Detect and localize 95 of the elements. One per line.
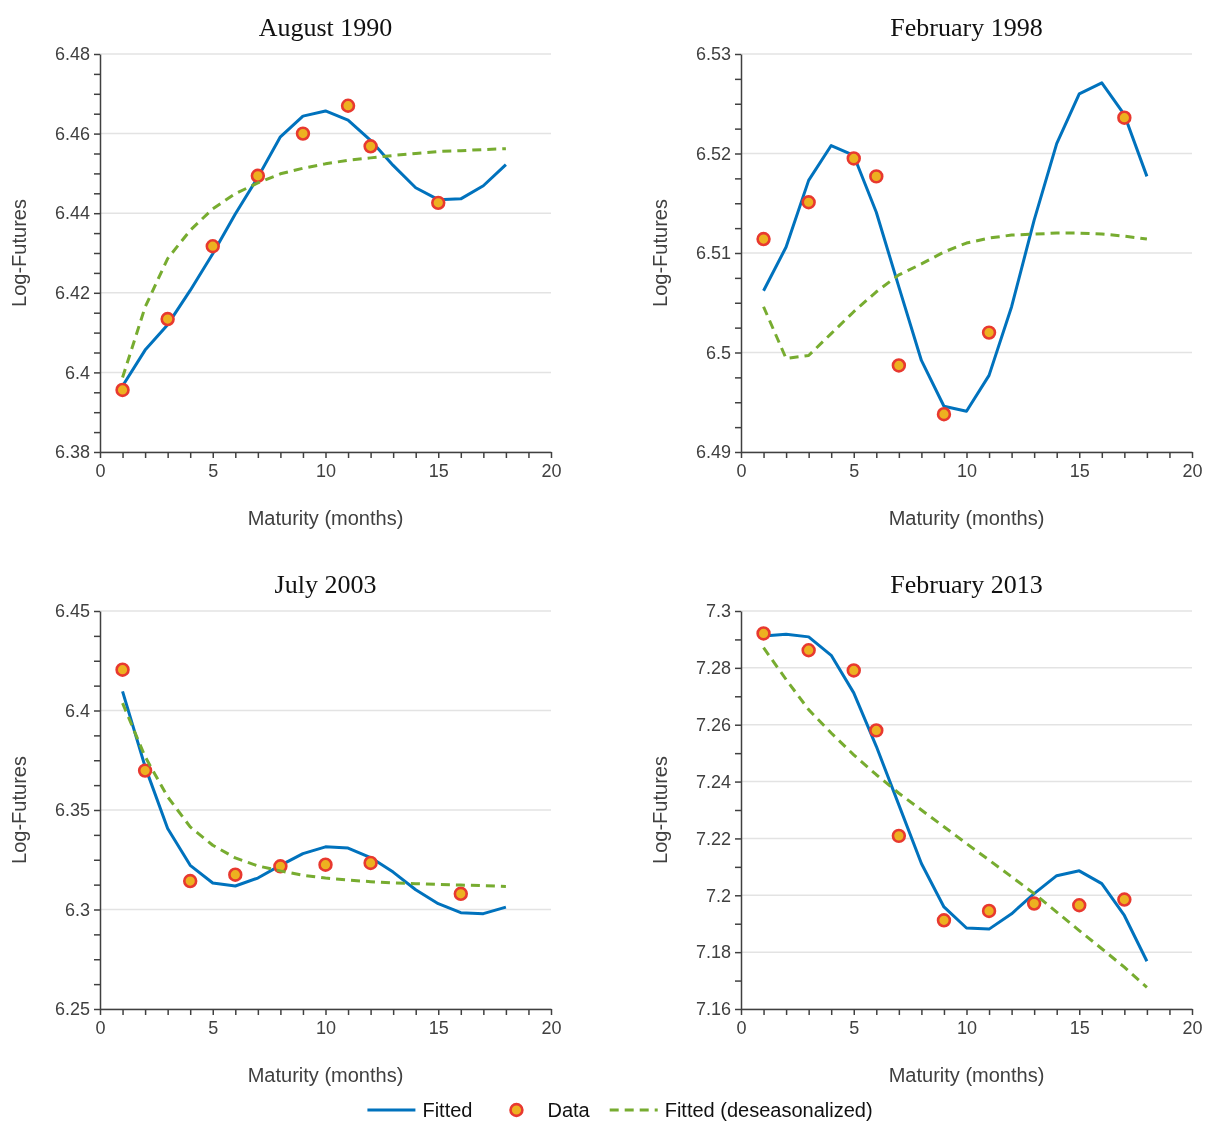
chart-title: July 2003 [274,570,377,599]
x-tick-label: 15 [428,460,449,481]
point [1117,110,1132,125]
point [846,151,861,166]
chart-title: February 1998 [890,13,1043,42]
y-tick-label: 6.4 [64,362,90,383]
y-axis-title: Log-Futures [649,756,671,864]
x-tick-label: 10 [315,460,337,481]
point [453,886,469,901]
y-tick-label: 7.2 [705,885,731,906]
x-tick-label: 15 [428,1017,449,1038]
y-tick-label: 7.24 [695,771,731,792]
point [431,195,446,211]
y-tick-label: 7.22 [695,828,731,849]
y-tick-label: 6.4 [64,700,90,721]
x-tick-label: 20 [541,1017,562,1038]
point [869,169,884,184]
x-tick-label: 10 [956,1017,978,1038]
legend-label: Fitted (deseasonalized) [664,1099,873,1121]
x-tick-label: 15 [1069,460,1090,481]
point [756,626,771,641]
y-tick-label: 7.26 [695,714,731,735]
point [801,643,816,658]
y-axis-title: Log-Futures [8,199,30,307]
y-tick-label: 6.48 [54,44,90,65]
point [250,168,266,183]
y-tick-label: 6.49 [695,442,731,463]
y-tick-label: 6.38 [54,442,90,463]
x-tick-label: 0 [95,460,106,481]
y-tick-label: 6.53 [695,44,731,65]
y-tick-label: 7.3 [705,601,731,622]
y-tick-label: 6.46 [54,123,90,144]
point [801,195,816,210]
point [228,867,243,882]
y-axis-title: Log-Futures [8,756,30,864]
x-tick-label: 20 [1182,1017,1203,1038]
x-tick-label: 10 [315,1017,337,1038]
point [115,382,130,398]
point [182,873,198,889]
x-tick-label: 15 [1069,1017,1090,1038]
x-axis-title: Maturity (months) [247,507,404,529]
y-tick-label: 6.5 [705,342,731,363]
point [981,325,997,340]
line-series [121,689,508,916]
x-axis-title: Maturity (months) [888,1064,1045,1086]
point [936,913,952,928]
point [1072,898,1087,913]
x-axis-title: Maturity (months) [247,1064,404,1086]
point [891,828,907,844]
y-tick-label: 7.28 [695,658,731,679]
y-tick-label: 6.42 [54,283,90,304]
legend-label: Fitted [422,1099,473,1121]
x-tick-label: 20 [541,460,562,481]
point [756,231,771,247]
line-series [121,147,508,380]
y-tick-label: 6.51 [695,243,731,264]
point [295,126,311,141]
chart-title: February 2013 [890,570,1043,599]
x-tick-label: 5 [208,460,219,481]
y-tick-label: 6.35 [54,800,90,821]
point [869,723,884,738]
point [936,406,952,422]
point [1117,892,1132,907]
y-tick-label: 6.25 [54,999,90,1020]
chart-title: August 1990 [258,13,393,42]
y-tick-label: 6.44 [54,203,90,224]
point [137,763,153,778]
x-tick-label: 0 [95,1017,106,1038]
line-series [762,231,1149,360]
point [115,662,130,677]
y-tick-label: 7.18 [695,942,731,963]
y-tick-label: 6.45 [54,601,90,622]
point [891,358,907,373]
point [1026,896,1042,911]
x-tick-label: 5 [849,1017,860,1038]
x-tick-label: 10 [956,460,978,481]
y-tick-label: 6.52 [695,143,731,164]
point [846,663,861,678]
legend-label: Data [547,1099,591,1121]
x-tick-label: 0 [736,1017,747,1038]
x-axis-title: Maturity (months) [888,507,1045,529]
x-tick-label: 5 [208,1017,219,1038]
x-tick-label: 5 [849,460,860,481]
point [318,857,333,872]
point [160,311,175,327]
y-axis-title: Log-Futures [649,199,671,307]
point [363,855,378,871]
point [205,239,220,254]
x-tick-label: 0 [736,460,747,481]
point [340,98,356,113]
y-tick-label: 6.3 [64,899,90,920]
x-tick-label: 20 [1182,460,1203,481]
point [363,139,378,154]
y-tick-label: 7.16 [695,999,731,1020]
point [981,903,997,919]
